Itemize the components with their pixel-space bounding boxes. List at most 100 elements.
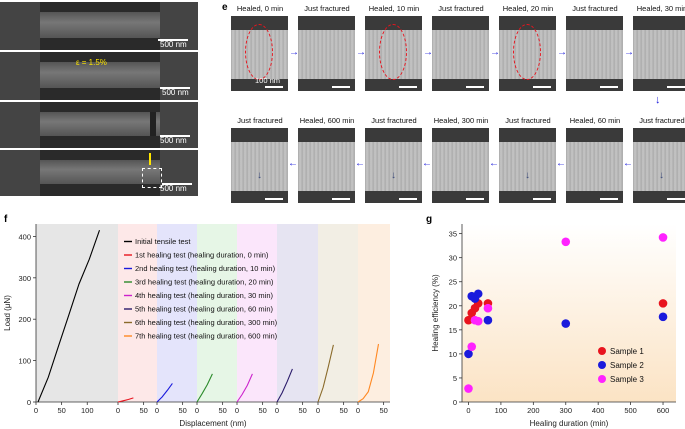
test-segment-band bbox=[277, 224, 318, 402]
healing-frame: Healed, 600 min bbox=[298, 116, 355, 204]
x-tick-label: 300 bbox=[559, 406, 572, 415]
sem-image-d: 500 nm bbox=[0, 150, 198, 196]
y-tick-label: 0 bbox=[453, 398, 457, 407]
frame-title: Healed, 10 min bbox=[368, 4, 420, 13]
arrow-right-icon: → bbox=[624, 47, 634, 58]
scale-label: 100 nm bbox=[255, 76, 281, 85]
plot-background bbox=[462, 224, 676, 402]
series-line bbox=[117, 397, 134, 403]
arrow-down-icon: ↓ bbox=[659, 170, 664, 181]
scale-label: 500 nm bbox=[160, 40, 187, 49]
arrow-down-icon: ↓ bbox=[655, 94, 661, 106]
healing-frame: Just fractured bbox=[432, 4, 489, 92]
legend-entry: 3rd healing test (healing duration, 20 m… bbox=[135, 278, 274, 287]
frame-title: Just fractured bbox=[505, 116, 551, 125]
y-tick-label: 35 bbox=[449, 230, 457, 239]
healing-frame: Healed, 60 min bbox=[566, 116, 623, 204]
data-point bbox=[473, 316, 483, 326]
arrow-left-icon: ← bbox=[288, 158, 298, 169]
test-segment-band bbox=[197, 224, 237, 402]
legend-entry: 4th healing test (healing duration, 30 m… bbox=[135, 291, 274, 300]
sem-image-c: 500 nm bbox=[0, 102, 198, 148]
data-point bbox=[561, 319, 571, 328]
test-segment-band bbox=[358, 224, 390, 402]
x-tick-label: 50 bbox=[218, 406, 226, 415]
x-tick-label: 0 bbox=[155, 406, 159, 415]
x-tick-label: 0 bbox=[316, 406, 320, 415]
scale-bar bbox=[160, 135, 190, 137]
fracture-ellipse bbox=[245, 24, 273, 80]
healing-frame: Healed, 300 min bbox=[432, 116, 489, 204]
yellow-arrow-icon bbox=[149, 153, 151, 165]
legend-marker bbox=[598, 375, 606, 383]
x-tick-label: 600 bbox=[657, 406, 670, 415]
arrow-down-icon: ↓ bbox=[525, 170, 530, 181]
frame-title: Healed, 20 min bbox=[502, 4, 554, 13]
data-point bbox=[561, 237, 571, 247]
arrow-left-icon: ← bbox=[489, 158, 499, 169]
frame-title: Just fractured bbox=[237, 116, 283, 125]
y-axis-label: Load (μN) bbox=[3, 295, 12, 331]
x-tick-label: 500 bbox=[624, 406, 637, 415]
x-tick-label: 50 bbox=[298, 406, 306, 415]
data-point bbox=[464, 349, 473, 359]
frame-title: Healed, 300 min bbox=[433, 116, 489, 125]
legend-marker bbox=[598, 361, 606, 369]
x-axis-label: Healing duration (min) bbox=[530, 419, 609, 428]
arrow-right-icon: → bbox=[356, 47, 366, 58]
legend-entry: 1st healing test (healing duration, 0 mi… bbox=[135, 251, 269, 260]
arrow-down-icon: ↓ bbox=[391, 170, 396, 181]
legend-entry: Sample 2 bbox=[610, 361, 644, 370]
healing-frame: Healed, 0 min 100 nm bbox=[231, 4, 288, 92]
healing-frame: Just fractured ↓ bbox=[365, 116, 422, 204]
healing-frame: Healed, 30 min bbox=[633, 4, 685, 92]
frame-title: Healed, 30 min bbox=[636, 4, 685, 13]
frame-image: ↓ bbox=[499, 128, 556, 203]
y-tick-label: 0 bbox=[27, 398, 31, 407]
scale-bar bbox=[160, 87, 190, 89]
test-segment-band bbox=[157, 224, 197, 402]
y-tick-label: 15 bbox=[449, 326, 457, 335]
legend-entry: Sample 3 bbox=[610, 375, 644, 384]
x-tick-label: 0 bbox=[356, 406, 360, 415]
zoom-box bbox=[142, 168, 162, 188]
healing-frame: Just fractured bbox=[566, 4, 623, 92]
healing-frame: Healed, 10 min bbox=[365, 4, 422, 92]
fracture-ellipse bbox=[513, 24, 541, 80]
scale-bar bbox=[158, 39, 188, 41]
sem-image-b: ε = 1.5% 500 nm bbox=[0, 52, 198, 100]
x-tick-label: 50 bbox=[178, 406, 186, 415]
frame-title: Just fractured bbox=[304, 4, 350, 13]
frame-title: Healed, 60 min bbox=[569, 116, 621, 125]
y-tick-label: 400 bbox=[18, 232, 31, 241]
x-tick-label: 0 bbox=[34, 406, 38, 415]
x-tick-label: 0 bbox=[466, 406, 470, 415]
x-axis-label: Displacement (nm) bbox=[179, 419, 246, 428]
frame-title: Healed, 0 min bbox=[236, 4, 284, 13]
strain-label: ε = 1.5% bbox=[76, 58, 107, 67]
healing-frame: Just fractured bbox=[298, 4, 355, 92]
arrow-right-icon: → bbox=[490, 47, 500, 58]
series-line bbox=[357, 343, 380, 403]
frame-title: Just fractured bbox=[639, 116, 685, 125]
fracture-ellipse bbox=[379, 24, 407, 80]
frame-title: Healed, 600 min bbox=[299, 116, 355, 125]
data-point bbox=[658, 312, 668, 322]
legend-entry: Sample 1 bbox=[610, 347, 644, 356]
test-segment-band bbox=[36, 224, 118, 402]
frame-image bbox=[298, 16, 355, 91]
sem-image-a: 500 nm bbox=[0, 2, 198, 50]
legend-entry: Initial tensile test bbox=[135, 237, 191, 246]
frame-image bbox=[499, 16, 556, 91]
frame-image: 100 nm bbox=[231, 16, 288, 91]
frame-title: Just fractured bbox=[371, 116, 417, 125]
scale-label: 500 nm bbox=[160, 136, 187, 145]
y-tick-label: 25 bbox=[449, 278, 457, 287]
y-tick-label: 100 bbox=[18, 357, 31, 366]
x-tick-label: 50 bbox=[57, 406, 65, 415]
frame-image: ↓ bbox=[231, 128, 288, 203]
data-point bbox=[464, 315, 473, 325]
y-tick-label: 10 bbox=[449, 350, 457, 359]
arrow-left-icon: ← bbox=[623, 158, 633, 169]
frame-image bbox=[432, 16, 489, 91]
